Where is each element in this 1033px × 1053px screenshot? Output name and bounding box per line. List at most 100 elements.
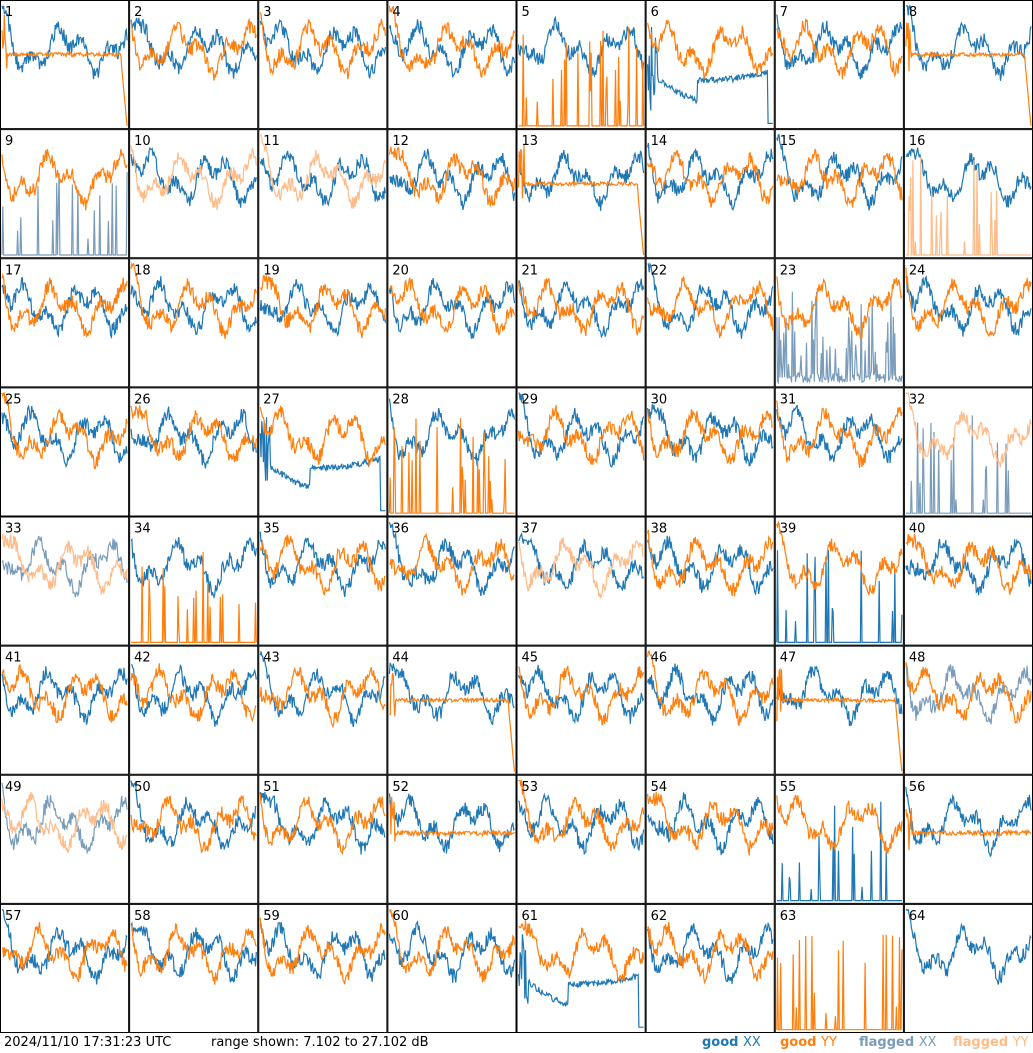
panel-56: 56 xyxy=(903,774,1033,904)
series-good_yy-60 xyxy=(388,909,516,983)
series-good_xx-14 xyxy=(647,142,774,211)
panel-label: 33 xyxy=(5,522,22,537)
panel-label: 24 xyxy=(909,263,926,278)
series-good_xx-34 xyxy=(130,536,257,600)
panel-18: 18 xyxy=(129,258,259,388)
series-good_xx-31 xyxy=(776,404,903,464)
series-good_xx-16 xyxy=(905,147,1032,208)
series-good_yy-20 xyxy=(388,277,516,336)
panel-48: 48 xyxy=(903,645,1033,775)
series-good_xx-42 xyxy=(131,663,257,727)
series-good_xx-19 xyxy=(259,279,386,337)
series-good_xx-25 xyxy=(1,404,128,469)
series-good_xx-29 xyxy=(518,392,645,468)
panel-label: 21 xyxy=(522,263,539,278)
series-good_yy-12 xyxy=(388,146,516,207)
panel-frame xyxy=(774,516,904,646)
series-good_xx-22 xyxy=(647,262,774,339)
legend-good-yy: good YY xyxy=(780,1035,837,1050)
series-good_xx-39 xyxy=(776,550,903,643)
series-good_yy-41 xyxy=(1,663,128,724)
series-good_xx-17 xyxy=(1,276,128,340)
series-good_yy-6 xyxy=(647,19,774,80)
panel-label: 60 xyxy=(392,909,409,924)
series-good_yy-45 xyxy=(517,665,645,726)
panel-41: 41 xyxy=(0,645,130,775)
series-flagged_yy-49 xyxy=(1,791,128,853)
panel-30: 30 xyxy=(645,387,775,517)
series-good_yy-4 xyxy=(388,5,516,79)
panel-28: 28 xyxy=(387,387,517,517)
series-good_yy-43 xyxy=(259,666,386,729)
panel-label: 59 xyxy=(263,909,280,924)
panel-label: 1 xyxy=(5,5,13,20)
panel-frame xyxy=(903,903,1033,1033)
panel-53: 53 xyxy=(516,774,646,904)
panel-label: 51 xyxy=(263,780,280,795)
panel-11: 11 xyxy=(258,129,388,259)
panel-45: 45 xyxy=(516,645,646,775)
panel-61: 61 xyxy=(516,903,646,1033)
panel-label: 45 xyxy=(522,651,539,666)
panel-frame xyxy=(516,903,646,1033)
series-good_xx-3 xyxy=(259,18,386,79)
series-good_yy-59 xyxy=(259,917,386,985)
panel-12: 12 xyxy=(387,129,517,259)
series-good_xx-27 xyxy=(259,417,386,512)
series-good_xx-24 xyxy=(905,275,1032,337)
panel-62: 62 xyxy=(645,903,775,1033)
series-good_yy-48 xyxy=(905,662,1032,725)
panel-47: 47 xyxy=(774,645,904,775)
panel-label: 37 xyxy=(522,522,539,537)
panel-label: 6 xyxy=(651,5,659,20)
series-good_yy-42 xyxy=(130,663,257,723)
panel-label: 8 xyxy=(909,5,917,20)
panel-frame xyxy=(0,387,130,517)
panel-6: 6 xyxy=(645,0,775,130)
panel-frame xyxy=(774,645,904,775)
series-good_yy-28 xyxy=(388,418,515,514)
panel-43: 43 xyxy=(258,645,388,775)
panel-label: 25 xyxy=(5,392,22,407)
panel-label: 20 xyxy=(392,263,409,278)
series-good_xx-47 xyxy=(776,665,903,727)
series-good_yy-17 xyxy=(1,273,128,338)
panel-13: 13 xyxy=(516,129,646,259)
panel-label: 28 xyxy=(392,392,409,407)
panel-46: 46 xyxy=(645,645,775,775)
panel-label: 17 xyxy=(5,263,22,278)
panel-40: 40 xyxy=(903,516,1033,646)
panel-38: 38 xyxy=(645,516,775,646)
panel-frame xyxy=(645,645,775,775)
panel-frame xyxy=(903,774,1033,904)
panel-label: 5 xyxy=(522,5,530,20)
series-good_xx-5 xyxy=(517,15,645,78)
panel-label: 31 xyxy=(780,392,797,407)
panel-label: 29 xyxy=(522,392,539,407)
series-good_yy-34 xyxy=(131,551,257,643)
panel-16: 16 xyxy=(903,129,1033,259)
series-good_yy-9 xyxy=(1,148,128,211)
series-flagged_yy-16 xyxy=(905,156,1031,256)
series-good_xx-12 xyxy=(389,148,516,211)
panel-37: 37 xyxy=(516,516,646,646)
panel-label: 30 xyxy=(651,392,668,407)
panel-39: 39 xyxy=(774,516,904,646)
series-good_xx-40 xyxy=(905,538,1032,596)
panel-63: 63 xyxy=(774,903,904,1033)
panel-frame xyxy=(774,129,904,259)
panel-50: 50 xyxy=(129,774,259,904)
panel-label: 58 xyxy=(134,909,151,924)
panel-frame xyxy=(0,774,130,904)
series-flagged_yy-11 xyxy=(259,133,386,209)
panel-64: 64 xyxy=(903,903,1033,1033)
series-good_yy-50 xyxy=(130,794,257,854)
series-good_yy-1 xyxy=(1,14,128,126)
series-good_xx-6 xyxy=(647,26,773,124)
panel-label: 50 xyxy=(134,780,151,795)
panel-44: 44 xyxy=(387,645,517,775)
series-good_yy-18 xyxy=(130,262,257,339)
panel-9: 9 xyxy=(0,129,130,259)
series-good_yy-22 xyxy=(647,276,774,339)
